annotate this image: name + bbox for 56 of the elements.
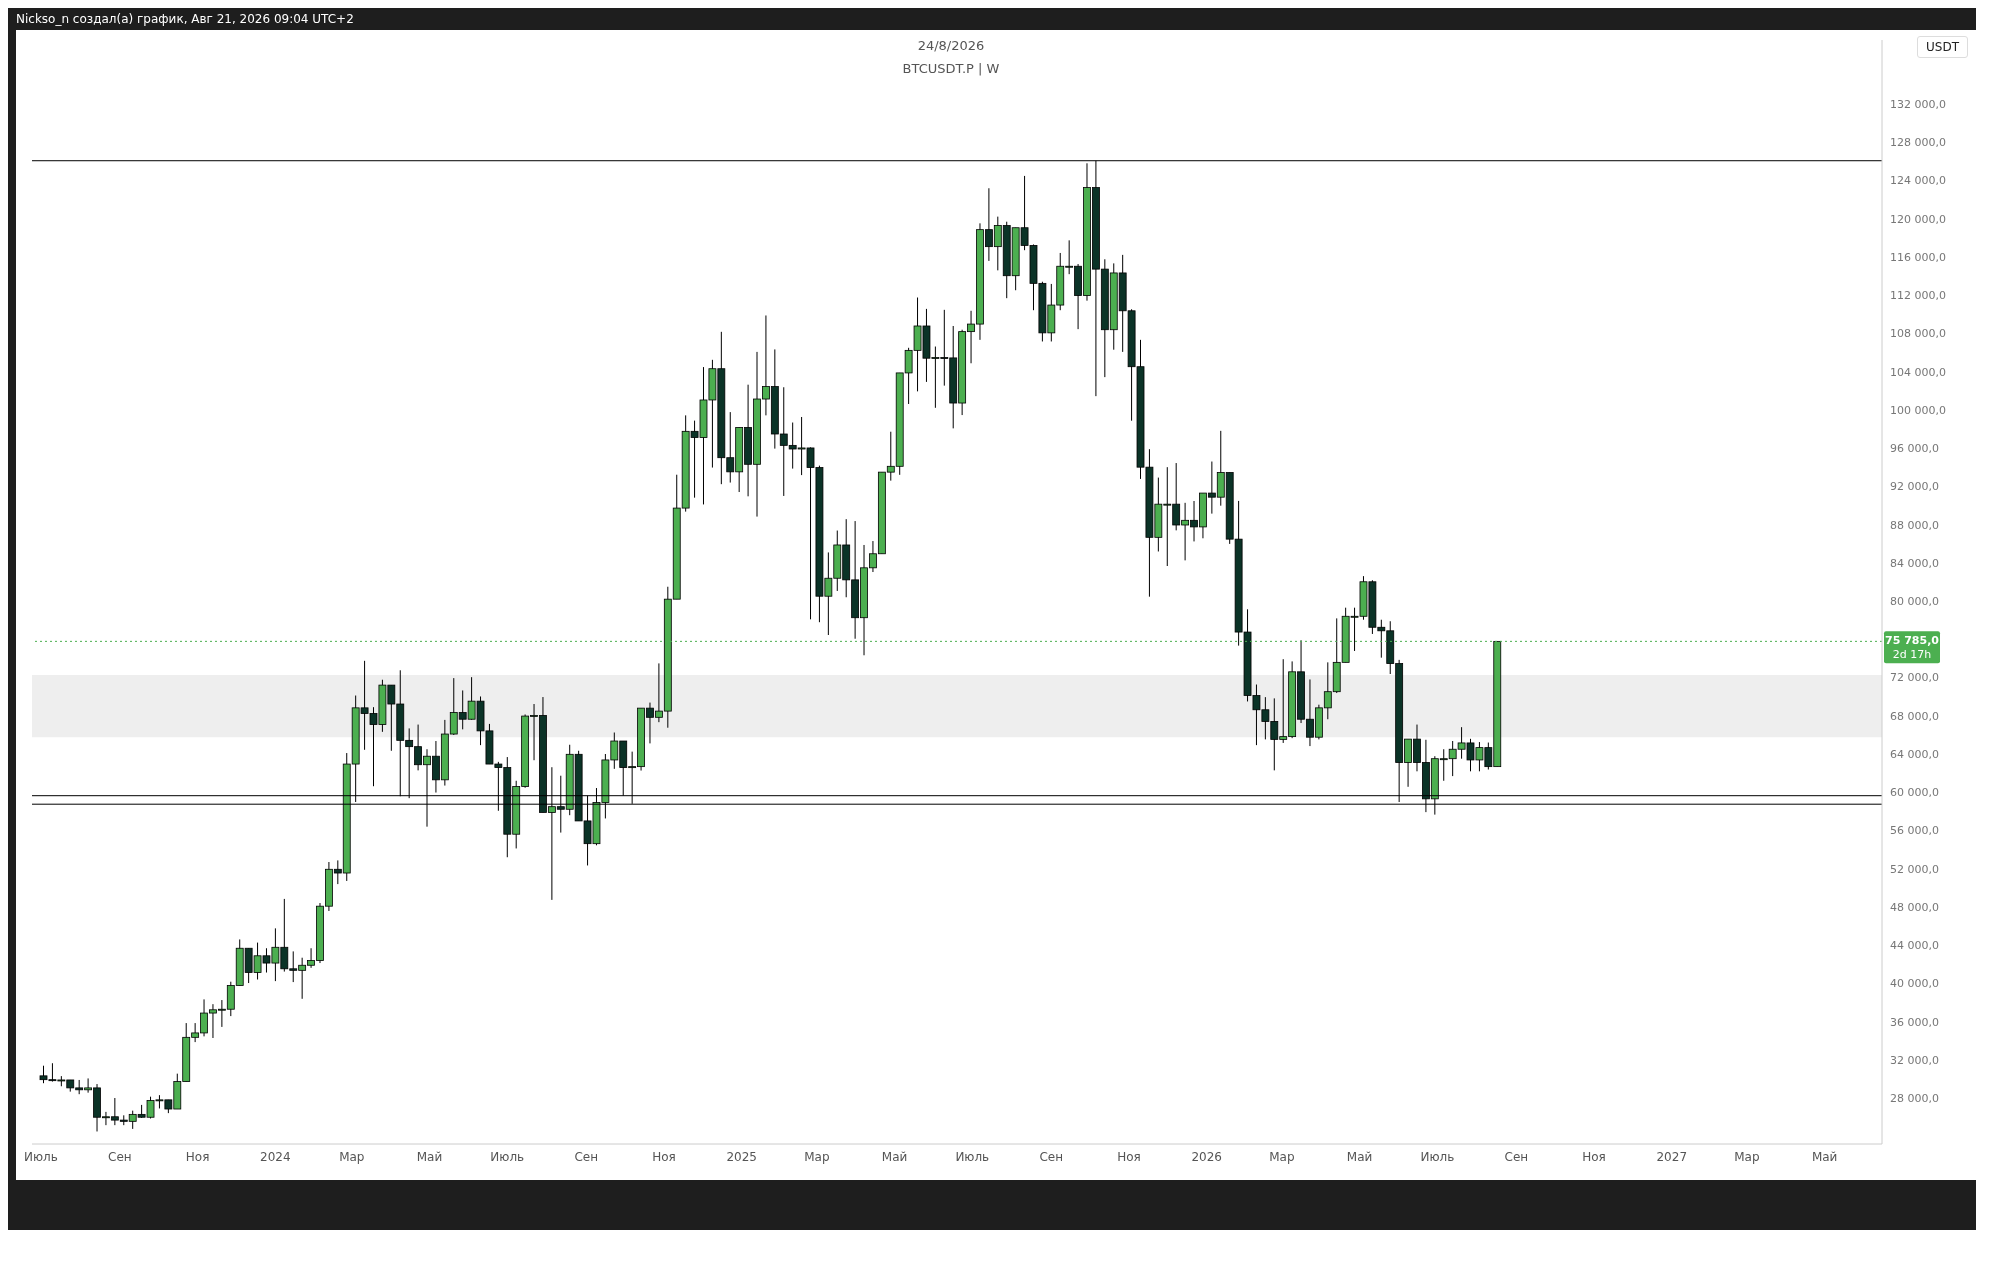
x-tick-label: Июль — [1420, 1149, 1455, 1164]
x-tick-label: Мар — [1734, 1149, 1760, 1164]
x-tick-label: Мар — [804, 1149, 830, 1164]
y-tick-label: 116 000,0 — [1890, 250, 1946, 264]
ref-line-label: 75 785,0 — [1885, 634, 1940, 648]
y-tick-label: 92 000,0 — [1890, 480, 1939, 494]
y-tick-label: 112 000,0 — [1890, 289, 1946, 303]
y-tick-label: 28 000,0 — [1890, 1092, 1939, 1106]
x-tick-label: Июль — [490, 1149, 525, 1164]
x-tick-label: Май — [1811, 1149, 1838, 1164]
chart-title: 24/8/2026 — [916, 38, 986, 53]
x-tick-label: Ноя — [1117, 1149, 1141, 1164]
y-tick-label: 84 000,0 — [1890, 556, 1939, 570]
x-tick-label: Сен — [1039, 1149, 1064, 1164]
x-tick-label: Ноя — [652, 1149, 676, 1164]
y-axis-title: USDT — [1917, 36, 1968, 58]
y-tick-label: 80 000,0 — [1890, 594, 1939, 608]
y-tick-label: 132 000,0 — [1890, 97, 1946, 111]
x-tick-label: Ноя — [185, 1149, 210, 1164]
x-tick-label: 2025 — [726, 1149, 757, 1164]
y-tick-label: 40 000,0 — [1890, 977, 1939, 991]
x-tick-label: Май — [1346, 1149, 1373, 1164]
y-tick-label: 128 000,0 — [1890, 136, 1946, 150]
x-tick-label: Сен — [108, 1149, 132, 1164]
y-tick-label: 120 000,0 — [1890, 212, 1946, 226]
y-tick-label: 60 000,0 — [1890, 786, 1939, 800]
y-tick-label: 48 000,0 — [1890, 900, 1939, 914]
x-tick-label: 2027 — [1656, 1149, 1688, 1164]
y-tick-label: 56 000,0 — [1890, 824, 1939, 838]
y-tick-label: 64 000,0 — [1890, 747, 1939, 761]
text: Nickso_n создал(а) график, Авг 21, 2026 09:04 UTC+2 — [15, 11, 355, 28]
x-tick-label: Мар — [1269, 1149, 1295, 1164]
y-tick-label: 44 000,0 — [1890, 939, 1939, 953]
text: BTCUSDT.P | W — [901, 61, 1001, 76]
y-tick-label: 72 000,0 — [1890, 671, 1939, 685]
y-tick-label: 96 000,0 — [1890, 442, 1939, 456]
x-tick-label: 2026 — [1191, 1149, 1222, 1164]
y-tick-label: 104 000,0 — [1890, 365, 1946, 379]
x-tick-label: Ноя — [1582, 1149, 1606, 1164]
y-tick-label: 52 000,0 — [1890, 862, 1939, 876]
x-tick-label: Май — [881, 1149, 908, 1164]
y-tick-label: 32 000,0 — [1890, 1053, 1939, 1067]
y-tick-label: 100 000,0 — [1890, 403, 1946, 417]
x-tick-label: Май — [416, 1149, 443, 1164]
y-tick-label: 108 000,0 — [1890, 327, 1946, 341]
x-tick-label: 2024 — [260, 1149, 291, 1164]
y-tick-label: 124 000,0 — [1890, 174, 1946, 188]
x-tick-label: Июль — [955, 1149, 990, 1164]
y-tick-label: 88 000,0 — [1890, 518, 1939, 532]
x-tick-label: Мар — [339, 1149, 365, 1164]
x-tick-label: Сен — [574, 1149, 599, 1164]
x-tick-label: Сен — [1504, 1149, 1529, 1164]
text: 2d 17h — [1892, 648, 1932, 662]
x-tick-label: Июль — [24, 1149, 58, 1164]
y-tick-label: 68 000,0 — [1890, 709, 1939, 723]
y-tick-label: 36 000,0 — [1890, 1015, 1939, 1029]
